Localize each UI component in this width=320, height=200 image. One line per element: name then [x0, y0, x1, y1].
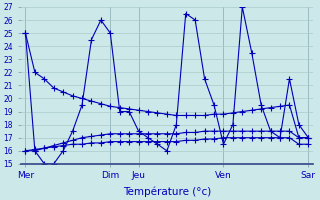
X-axis label: Température (°c): Température (°c) [123, 186, 211, 197]
